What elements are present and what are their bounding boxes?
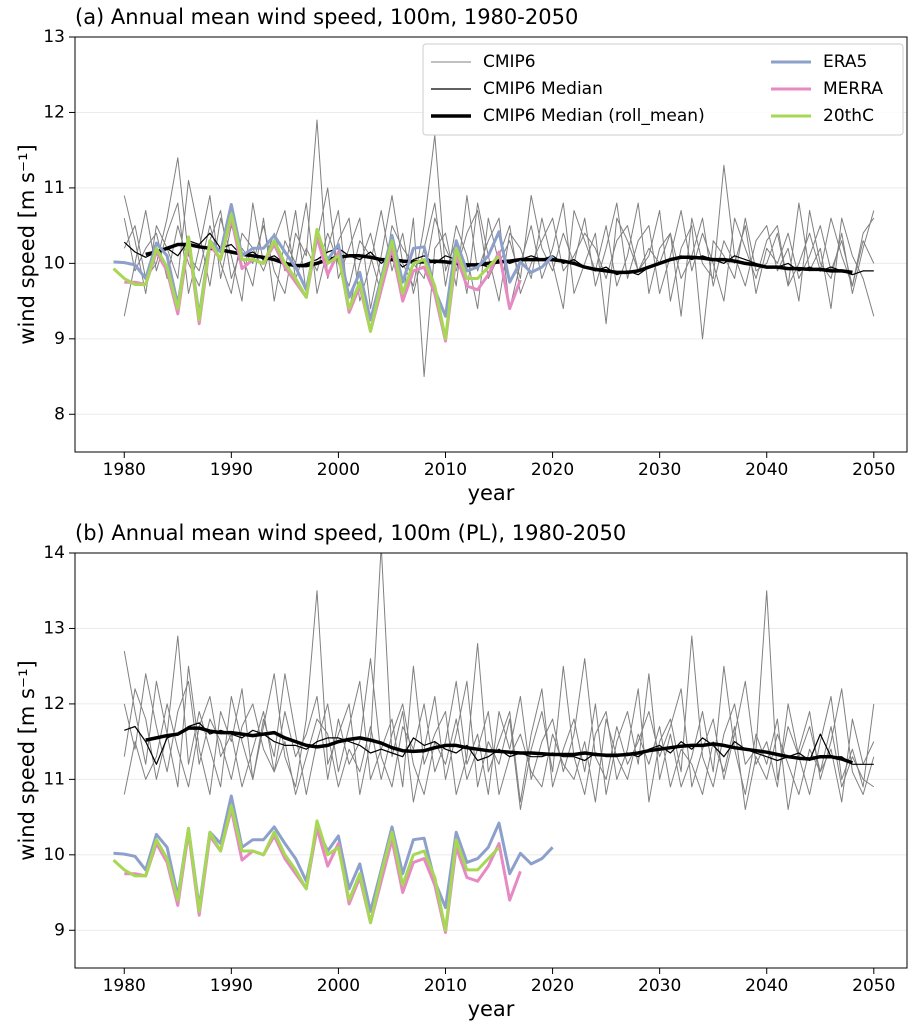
ensemble-line: [123, 553, 875, 810]
x-tick-label: 2000: [317, 976, 360, 996]
legend-box: [422, 43, 904, 136]
axes-frame: [74, 36, 908, 453]
x-axis-label: year: [468, 481, 515, 505]
x-tick-label: 2030: [638, 976, 681, 996]
x-tick-label: 2020: [531, 460, 574, 480]
series-line: [145, 726, 853, 765]
chart: 8 9 10 11 12 13 1980 1990 2000 2010 2020 2030 2040 20…: [15, 5, 908, 505]
y-tick-label: 13: [43, 27, 65, 47]
y-tick-label: 10: [43, 253, 65, 273]
x-axis-label: year: [468, 997, 515, 1021]
ensemble-line: [123, 195, 875, 377]
x-tick-label: 2040: [745, 976, 788, 996]
series-line: [124, 722, 874, 765]
x-tick-label: 1990: [210, 460, 253, 480]
legend-label: MERRA: [823, 79, 883, 99]
y-tick-label: 9: [54, 329, 65, 349]
legend: CMIP6 CMIP6 Median CMIP6 Median (roll_mean…: [422, 43, 904, 136]
x-tick-label: 1980: [103, 460, 146, 480]
y-tick-label: 14: [43, 543, 65, 563]
legend-label: CMIP6: [483, 52, 536, 72]
y-tick-label: 10: [43, 845, 65, 865]
x-tick-label: 2020: [531, 976, 574, 996]
series-line: [145, 242, 853, 275]
y-tick-label: 12: [43, 694, 65, 714]
x-tick-label: 2050: [852, 976, 895, 996]
x-tick-label: 1990: [210, 976, 253, 996]
axes-frame: [74, 552, 908, 969]
y-tick-label: 12: [43, 102, 65, 122]
plot-area: [112, 119, 875, 377]
x-tick-label: 1980: [103, 976, 146, 996]
x-tick-label: 2040: [745, 460, 788, 480]
legend-label: CMIP6 Median (roll_mean): [483, 106, 705, 126]
ensemble-line: [123, 658, 875, 803]
x-tick-label: 2050: [852, 460, 895, 480]
y-tick-label: 8: [54, 404, 65, 424]
series-line: [124, 216, 522, 343]
ensemble-line: [123, 695, 875, 810]
chart: 9 10 11 12 13 14 1980 1990 2000 2010 2020 2030 2040 2…: [15, 521, 908, 1021]
y-tick-label: 11: [43, 769, 65, 789]
y-tick-label: 13: [43, 618, 65, 638]
chart-title: (b) Annual mean wind speed, 100m (PL), 1…: [75, 521, 626, 545]
legend-label: ERA5: [823, 52, 867, 72]
legend-label: CMIP6 Median: [483, 79, 603, 99]
plot-area: [112, 553, 875, 934]
ensemble-line: [123, 134, 875, 317]
legend-label: 20thC: [823, 106, 874, 126]
x-tick-label: 2030: [638, 460, 681, 480]
series-line: [112, 212, 501, 341]
y-tick-label: 9: [54, 920, 65, 940]
series-line: [112, 804, 501, 932]
y-tick-label: 11: [43, 178, 65, 198]
chart-title: (a) Annual mean wind speed, 100m, 1980-2…: [75, 5, 578, 29]
series-line: [124, 808, 522, 934]
x-tick-label: 2010: [424, 460, 467, 480]
x-tick-label: 2000: [317, 460, 360, 480]
y-axis-label: wind speed [m s⁻¹]: [15, 144, 39, 344]
x-tick-label: 2010: [424, 976, 467, 996]
ensemble-line: [123, 635, 875, 810]
y-axis-label: wind speed [m s⁻¹]: [15, 660, 39, 860]
